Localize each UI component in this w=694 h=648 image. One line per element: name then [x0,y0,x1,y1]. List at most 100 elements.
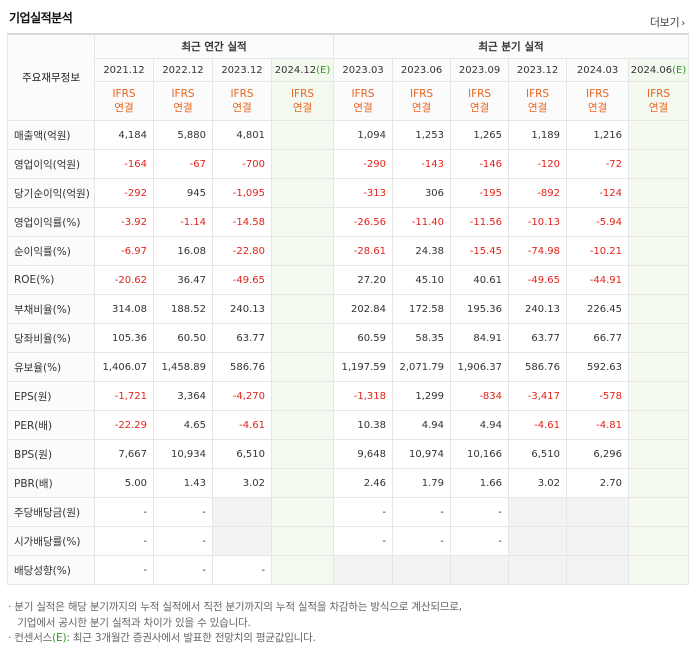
quarter-group-header: 최근 분기 실적 [333,33,690,59]
chevron-right-icon: › [681,18,685,29]
more-label: 더보기 [649,16,680,29]
table-cell [566,497,630,527]
period-label: 2023.06 [400,64,443,76]
table-cell [628,149,690,179]
period-header: 2023.09 [450,58,510,82]
row-label: 영업이익률(%) [7,207,95,237]
table-row: BPS(원) 7,667 10,934 6,510 9,648 10,974 10,166 6… [7,439,690,469]
ifrs-header: IFRS 연결 [508,81,568,121]
table-cell: 3,364 [153,381,213,411]
row-label: 당기순이익(억원) [7,178,95,208]
table-cell: -700 [212,149,272,179]
table-cell: 6,510 [508,439,568,469]
table-cell [566,555,630,585]
table-cell: -120 [508,149,568,179]
table-cell: -74.98 [508,236,568,266]
table-cell: - [94,526,154,556]
section-title: 기업실적분석 [9,11,73,25]
table-cell [566,526,630,556]
table-cell: 202.84 [333,294,394,324]
period-header: 2024.06(E) [628,58,690,82]
period-header: 2021.12 [94,58,154,82]
footnote-3-estimate: (E) [52,632,67,644]
table-cell: 1,406.07 [94,352,154,382]
table-cell [270,497,335,527]
table-cell [450,555,510,585]
row-label: PBR(배) [7,468,95,498]
period-label: 2023.03 [342,64,384,76]
table-cell: 3.02 [212,468,272,498]
table-cell: 1,299 [392,381,452,411]
table-cell: -892 [508,178,568,208]
table-cell: 6,510 [212,439,272,469]
footnote-3-post: : 최근 3개월간 증권사에서 발표한 전망치의 평균값입니다. [66,632,316,644]
table-cell [628,439,690,469]
table-row: 배당성향(%) - - - [7,555,690,585]
table-cell: 4,184 [94,120,154,150]
table-cell [270,265,335,295]
table-cell: 9,648 [333,439,394,469]
consolidated-label: 연결 [587,102,608,114]
period-label: 2024.12 [274,64,317,76]
table-cell: -313 [333,178,394,208]
table-cell [270,323,335,353]
table-cell: 58.35 [392,323,452,353]
table-cell: -3.92 [94,207,154,237]
footnote-3-pre: · 컨센서스 [8,632,53,644]
table-cell: -4.81 [566,410,630,440]
table-cell: 84.91 [450,323,510,353]
table-cell [270,178,335,208]
table-cell: - [153,526,213,556]
table-cell: 4.65 [153,410,213,440]
table-cell [212,497,272,527]
table-row: 주당배당금(원) - - - - - [7,497,690,527]
footnote-2-text: 기업에서 공시한 분기 실적과 차이가 있을 수 있습니다. [14,616,251,629]
more-link[interactable]: 더보기 › [650,14,685,30]
table-cell: 240.13 [508,294,568,324]
row-label: 부채비율(%) [7,294,95,324]
table-cell: - [212,555,272,585]
footnote-2: 기업에서 공시한 분기 실적과 차이가 있을 수 있습니다. [8,616,462,632]
table-cell: -11.40 [392,207,452,237]
table-cell [628,178,690,208]
table-cell: - [450,497,510,527]
table-cell [628,352,690,382]
table-cell: 226.45 [566,294,630,324]
table-cell: 188.52 [153,294,213,324]
table-row: 당좌비율(%) 105.36 60.50 63.77 60.59 58.35 84.91 63… [7,323,690,353]
row-label: 영업이익(억원) [7,149,95,179]
consolidated-label: 연결 [648,102,669,114]
table-cell: 60.50 [153,323,213,353]
table-cell: -22.29 [94,410,154,440]
consolidated-label: 연결 [411,102,432,114]
table-cell: -1,095 [212,178,272,208]
table-cell [628,323,690,353]
table-cell [270,352,335,382]
table-cell: - [94,555,154,585]
table-row: 영업이익률(%) -3.92 -1.14 -14.58 -26.56 -11.40 -11.… [7,207,690,237]
ifrs-header: IFRS 연결 [94,81,154,121]
table-cell: -4,270 [212,381,272,411]
table-cell: 24.38 [392,236,452,266]
table-cell: 63.77 [508,323,568,353]
table-cell: -26.56 [333,207,394,237]
table-cell: 240.13 [212,294,272,324]
ifrs-label: IFRS [646,88,671,100]
table-cell: -164 [94,149,154,179]
table-cell [508,526,568,556]
period-label: 2024.06 [630,64,673,76]
consolidated-label: 연결 [469,102,490,114]
table-cell: -578 [566,381,630,411]
period-header: 2024.12(E) [270,58,335,82]
table-cell: 2,071.79 [392,352,452,382]
table-cell: -10.21 [566,236,630,266]
table-cell: 2.70 [566,468,630,498]
row-label: ROE(%) [7,265,95,295]
table-cell: - [333,497,394,527]
period-label: 2023.12 [221,64,263,76]
period-header: 2023.12 [212,58,272,82]
table-cell: 1,265 [450,120,510,150]
table-row: 부채비율(%) 314.08 188.52 240.13 202.84 172.58 195… [7,294,690,324]
row-label: 시가배당률(%) [7,526,95,556]
ifrs-label: IFRS [290,88,315,100]
